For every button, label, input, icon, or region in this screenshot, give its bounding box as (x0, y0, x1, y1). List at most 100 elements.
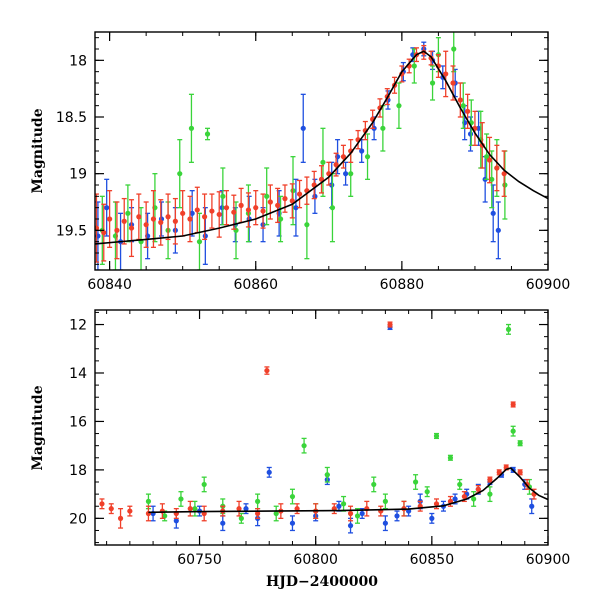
bottom-data-point (273, 510, 279, 517)
bottom-data-point (412, 479, 419, 485)
top-data-point (128, 225, 135, 231)
bottom-data-point (145, 498, 152, 504)
bottom-panel: 60750 60800 60850 60900 12 14 16 18 20 Magnitude… (30, 309, 570, 590)
top-data-point (457, 97, 463, 103)
top-model-curve (95, 50, 548, 245)
top-data-point (348, 171, 354, 177)
top-data-point (451, 46, 457, 52)
top-data-point (150, 216, 157, 222)
top-data-point (489, 176, 495, 182)
bottom-data-point (178, 496, 184, 502)
bottom-y-tick-label: 20 (69, 511, 87, 527)
bottom-data-point (192, 506, 198, 512)
top-data-point (333, 162, 339, 168)
top-data-point (125, 210, 131, 216)
bottom-data-layer (99, 321, 548, 534)
top-data-point (329, 205, 336, 211)
top-data-point (202, 233, 208, 239)
top-plot-frame (94, 31, 549, 271)
bottom-y-axis-label: Magnitude (30, 385, 46, 470)
bottom-data-point (301, 443, 307, 449)
bottom-data-point (266, 469, 272, 475)
bottom-data-point (433, 433, 440, 439)
top-series-blue (95, 41, 501, 270)
bottom-data-point (117, 515, 124, 521)
top-data-point (104, 205, 110, 211)
bottom-data-point (289, 520, 296, 526)
bottom-data-point (354, 513, 361, 519)
bottom-data-point (452, 496, 458, 502)
top-data-point (187, 216, 193, 222)
top-panel: 60840 60860 60880 60900 18 18.5 19 19.5 Magnitu… (30, 31, 570, 293)
top-series-red (95, 44, 507, 263)
bottom-x-tick-label: 60850 (410, 552, 455, 568)
bottom-data-point (324, 472, 330, 478)
bottom-data-point (238, 515, 244, 521)
top-data-point (275, 202, 281, 208)
top-data-point (201, 214, 208, 220)
top-data-point (216, 211, 222, 218)
top-data-point (495, 227, 501, 233)
top-data-point (486, 157, 493, 163)
top-data-point (180, 210, 186, 216)
bottom-data-point (108, 506, 114, 512)
top-data-point (282, 196, 288, 202)
bottom-y-tick-label: 12 (69, 318, 87, 334)
top-data-point (359, 148, 365, 154)
bottom-data-point (347, 510, 354, 517)
top-data-point (158, 219, 164, 225)
bottom-data-point (371, 481, 377, 488)
bottom-axes: 60750 60800 60850 60900 12 14 16 18 20 (69, 309, 570, 568)
bottom-data-point (510, 428, 516, 434)
top-x-tick-label: 60860 (233, 277, 278, 293)
top-data-point (380, 125, 386, 131)
bottom-data-point (517, 469, 523, 475)
top-data-point (450, 80, 456, 86)
top-data-point (143, 222, 149, 228)
top-data-point (340, 154, 347, 160)
top-y-tick-label: 19.5 (56, 223, 87, 239)
top-y-tick-label: 18.5 (56, 110, 87, 126)
bottom-data-point (289, 493, 296, 500)
bottom-data-point (243, 506, 249, 512)
bottom-y-tick-label: 18 (69, 463, 87, 479)
top-x-tick-label: 60840 (87, 277, 132, 293)
bottom-y-tick-label: 16 (69, 414, 87, 430)
top-data-point (220, 193, 226, 199)
bottom-data-point (347, 523, 354, 529)
bottom-data-point (461, 493, 467, 500)
bottom-plot-frame (94, 309, 549, 546)
x-axis-label: HJD−2400000 (266, 574, 378, 590)
bottom-data-point (433, 501, 440, 507)
top-data-point (429, 80, 436, 86)
bottom-data-point (529, 503, 535, 509)
top-data-point (209, 208, 215, 214)
bottom-model-curve (148, 467, 548, 514)
bottom-data-point (255, 498, 261, 504)
top-data-point (177, 171, 183, 177)
bottom-data-point (264, 367, 270, 374)
top-data-point (188, 125, 195, 131)
bottom-data-point (255, 510, 261, 517)
bottom-x-tick-label: 60800 (293, 552, 338, 568)
top-data-point (396, 103, 402, 109)
top-data-point (293, 205, 299, 211)
bottom-data-point (510, 401, 516, 408)
top-y-tick-label: 18 (69, 53, 87, 69)
top-data-point (343, 171, 349, 177)
top-data-point (194, 207, 200, 213)
top-y-tick-label: 19 (69, 167, 87, 183)
bottom-data-point (447, 455, 454, 461)
bottom-data-point (505, 326, 512, 332)
bottom-y-tick-label: 14 (69, 366, 87, 382)
bottom-data-point (359, 510, 365, 517)
top-data-layer (95, 32, 548, 270)
bottom-data-point (394, 513, 400, 519)
top-data-point (253, 205, 259, 211)
top-data-point (460, 103, 466, 109)
top-data-point (289, 198, 295, 204)
bottom-data-point (236, 506, 242, 512)
bottom-data-point (382, 520, 388, 526)
bottom-data-point (487, 476, 493, 483)
